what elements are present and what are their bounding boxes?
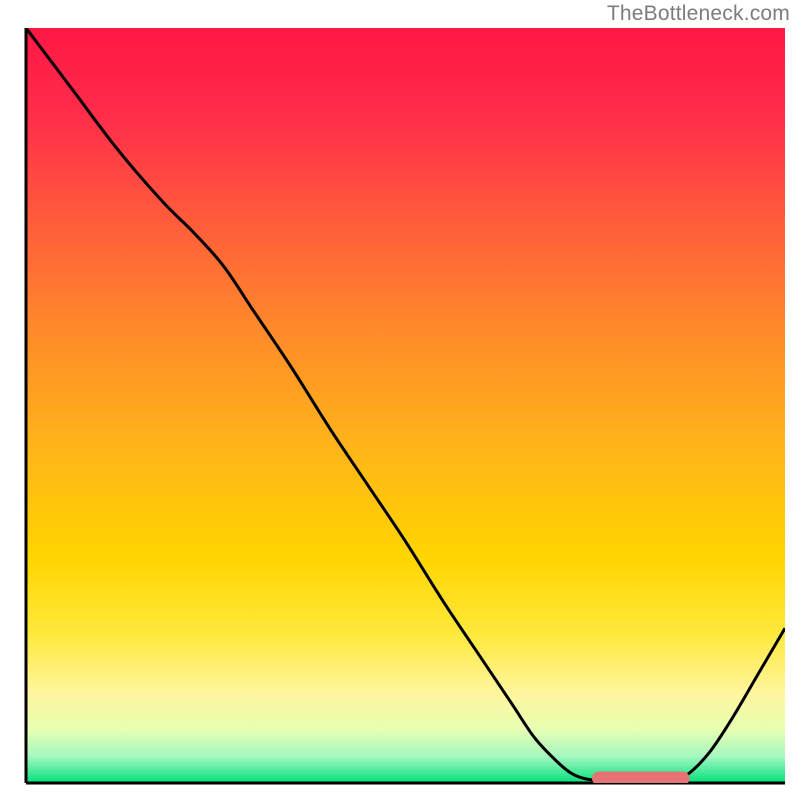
bottleneck-chart: TheBottleneck.com [0, 0, 800, 800]
chart-svg [0, 0, 800, 800]
attribution-text: TheBottleneck.com [607, 2, 790, 26]
plot-background [26, 28, 785, 783]
